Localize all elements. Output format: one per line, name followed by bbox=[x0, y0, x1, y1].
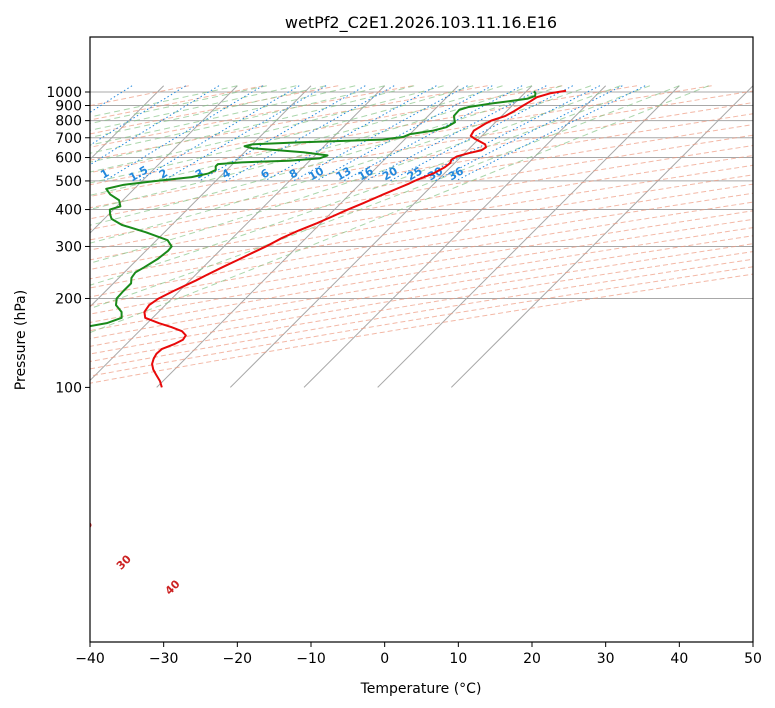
y-tick-label: 1000 bbox=[46, 85, 82, 101]
y-tick-label: 700 bbox=[55, 131, 82, 147]
moist-adiabat-line bbox=[90, 85, 533, 210]
y-tick-label: 600 bbox=[55, 151, 82, 167]
y-tick-label: 100 bbox=[55, 380, 82, 396]
y-tick-label: 200 bbox=[55, 291, 82, 307]
x-tick-label: −30 bbox=[149, 651, 179, 667]
y-tick-label: 900 bbox=[55, 99, 82, 115]
dry-adiabat-line bbox=[90, 258, 753, 370]
mixing-ratio-line bbox=[90, 85, 220, 166]
mixing-ratio-line bbox=[343, 85, 523, 182]
x-tick-label: 40 bbox=[670, 651, 688, 667]
moist-adiabat-line bbox=[90, 85, 297, 131]
mixing-ratio-line bbox=[434, 85, 623, 182]
isotherm-label: 40 bbox=[163, 577, 183, 597]
dry-adiabat-line bbox=[90, 266, 753, 377]
temperature-series bbox=[143, 89, 567, 388]
dry-adiabat-line bbox=[90, 85, 264, 121]
moist-adiabat-line bbox=[90, 85, 562, 226]
dry-adiabat-line bbox=[90, 90, 753, 209]
moist-adiabat-line bbox=[90, 85, 503, 196]
chart-title: wetPf2_C2E1.2026.103.11.16.E16 bbox=[285, 13, 557, 33]
dewpoint-series bbox=[90, 90, 537, 328]
dry-adiabat-line bbox=[90, 113, 753, 230]
isotherm-line bbox=[229, 85, 533, 388]
isotherm-label: 0 bbox=[0, 452, 13, 467]
mixing-ratio-line bbox=[389, 85, 574, 182]
dry-adiabat-line bbox=[90, 85, 638, 186]
mixing-ratio-line bbox=[414, 85, 601, 182]
x-tick-label: 10 bbox=[449, 651, 467, 667]
dry-adiabat-line bbox=[90, 164, 753, 280]
dry-adiabat-line bbox=[90, 144, 753, 261]
mixing-ratio-line bbox=[365, 85, 547, 182]
moist-adiabat-line bbox=[90, 85, 680, 310]
isotherm-line bbox=[450, 85, 753, 388]
moist-adiabat-line bbox=[90, 85, 651, 286]
dry-adiabat-line bbox=[90, 102, 753, 220]
isotherm-label: 20 bbox=[75, 517, 95, 537]
dry-adiabat-line bbox=[90, 85, 712, 197]
isotherm-line bbox=[377, 85, 680, 388]
mixing-ratio-line bbox=[315, 85, 493, 182]
isotherm-label: 10 bbox=[37, 482, 57, 502]
isotherm-line bbox=[303, 85, 607, 388]
isotherm-label: 30 bbox=[114, 552, 134, 572]
x-tick-label: 30 bbox=[597, 651, 615, 667]
x-tick-label: −40 bbox=[75, 651, 105, 667]
moist-adiabat-line bbox=[90, 85, 326, 138]
x-axis-label: Temperature (°C) bbox=[360, 681, 482, 697]
isotherm-line bbox=[90, 85, 386, 382]
x-tick-label: 20 bbox=[523, 651, 541, 667]
moist-adiabat-line bbox=[90, 85, 444, 173]
profile-series bbox=[90, 89, 567, 388]
moist-adiabat-line bbox=[90, 85, 474, 184]
x-tick-label: −20 bbox=[223, 651, 253, 667]
mixing-ratio-line bbox=[199, 85, 366, 182]
moist-adiabat-line bbox=[90, 85, 621, 264]
x-tick-label: 0 bbox=[380, 651, 389, 667]
mixing-ratio-line bbox=[455, 85, 646, 182]
dry-adiabat-line bbox=[90, 85, 413, 148]
isotherm-line bbox=[90, 85, 238, 234]
isotherm-line bbox=[90, 85, 165, 161]
dry-adiabat-line bbox=[90, 154, 753, 270]
x-tick-label: −10 bbox=[296, 651, 326, 667]
mixing-ratio-line bbox=[293, 85, 468, 182]
y-tick-label: 800 bbox=[55, 114, 82, 130]
mixing-ratio-line bbox=[138, 85, 300, 182]
y-axis-label: Pressure (hPa) bbox=[13, 290, 29, 390]
background-lines bbox=[90, 85, 753, 388]
moist-adiabat-line bbox=[90, 85, 238, 118]
dry-adiabat-line bbox=[90, 124, 753, 241]
mixing-ratio-label: 0.4 bbox=[22, 163, 46, 184]
mixing-ratio-line bbox=[104, 85, 264, 182]
moist-adiabat-line bbox=[90, 85, 415, 163]
moist-adiabat-line bbox=[90, 85, 267, 125]
moist-adiabat-line bbox=[90, 85, 592, 244]
moist-adiabat-line bbox=[90, 85, 356, 146]
x-tick-label: 50 bbox=[744, 651, 762, 667]
y-tick-label: 300 bbox=[55, 239, 82, 255]
moist-adiabat-line bbox=[90, 85, 709, 334]
y-tick-label: 400 bbox=[55, 203, 82, 219]
y-tick-label: 500 bbox=[55, 174, 82, 190]
dry-adiabat-line bbox=[90, 85, 563, 174]
dry-adiabat-line bbox=[90, 192, 753, 307]
mixing-ratio-line bbox=[225, 85, 395, 182]
plot-frame bbox=[89, 36, 754, 643]
